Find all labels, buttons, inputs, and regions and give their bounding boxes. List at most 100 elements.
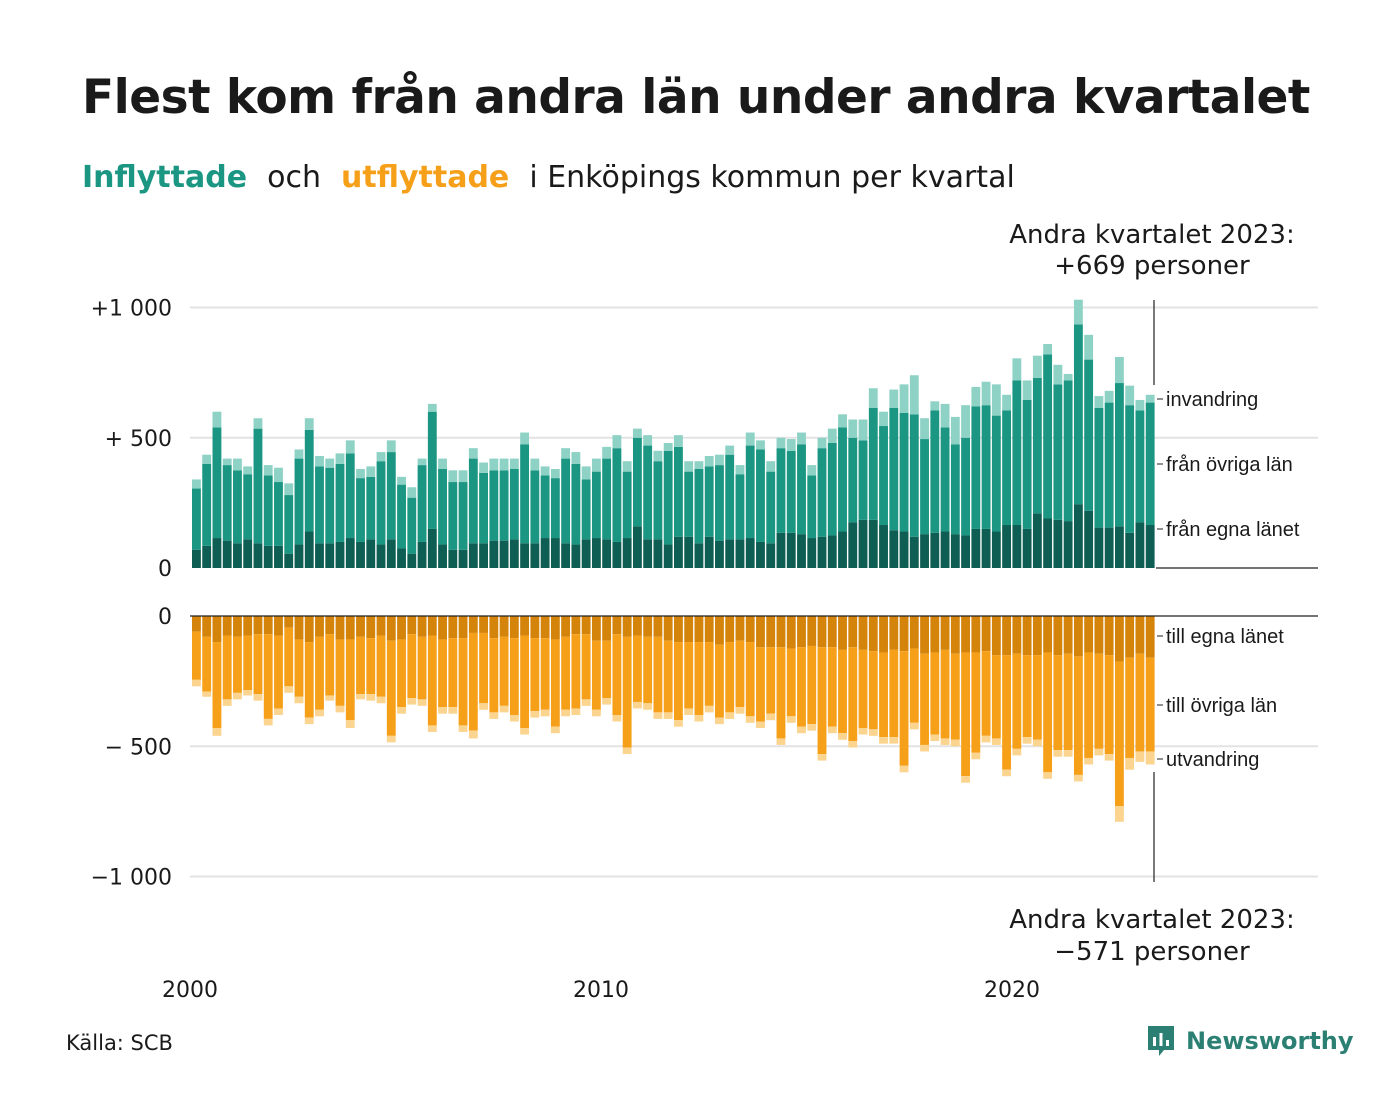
bar-in-own-county	[561, 543, 571, 568]
bar-out-own-county	[397, 616, 406, 640]
bar-in-other-counties	[192, 488, 201, 550]
bar-in-immigration	[1114, 356, 1124, 384]
bar-out-emigration	[1043, 772, 1053, 779]
bar-in-own-county	[212, 538, 222, 568]
bar-out-other-counties	[602, 640, 612, 699]
bar-in-other-counties	[212, 427, 222, 539]
annotation-in-line1: Andra kvartalet 2023:	[1009, 220, 1294, 250]
bar-in-own-county	[622, 538, 632, 568]
bar-in-immigration	[756, 440, 765, 450]
bar-in-immigration	[602, 446, 612, 459]
bar-in-other-counties	[345, 453, 355, 539]
bar-out-emigration	[417, 699, 427, 706]
bar-in-immigration	[704, 455, 714, 467]
bar-in-immigration	[1063, 373, 1073, 381]
bar-in-immigration	[684, 461, 694, 472]
bar-in-other-counties	[479, 472, 489, 544]
bar-in-immigration	[499, 458, 509, 471]
bar-out-emigration	[1032, 739, 1042, 747]
bar-in-immigration	[458, 470, 468, 483]
bar-out-emigration	[991, 738, 1001, 745]
bar-in-own-county	[540, 538, 550, 568]
bar-in-immigration	[930, 401, 940, 411]
bar-out-emigration	[253, 694, 263, 701]
bar-in-other-counties	[889, 407, 899, 531]
bar-in-other-counties	[448, 482, 458, 550]
bar-out-other-counties	[940, 649, 950, 739]
bar-in-other-counties	[899, 413, 909, 532]
bar-in-immigration	[653, 450, 663, 462]
bar-in-other-counties	[1002, 410, 1012, 526]
bar-in-other-counties	[274, 482, 283, 546]
bar-out-own-county	[715, 616, 724, 645]
bar-out-own-county	[366, 616, 376, 639]
bar-out-own-county	[325, 616, 335, 635]
bar-out-emigration	[499, 705, 509, 713]
annotation-in-line2: +669 personer	[1054, 251, 1250, 281]
bar-out-own-county	[602, 616, 612, 641]
bar-in-other-counties	[643, 445, 653, 540]
bar-out-own-county	[561, 616, 571, 637]
bar-in-immigration	[838, 414, 847, 428]
bar-in-own-county	[858, 519, 868, 568]
bar-out-own-county	[212, 616, 222, 643]
bar-in-immigration	[817, 437, 827, 449]
bar-in-other-counties	[202, 463, 212, 546]
bar-out-own-county	[981, 616, 991, 652]
bar-out-emigration	[274, 708, 283, 715]
bar-out-emigration	[561, 709, 571, 717]
bar-out-emigration	[386, 735, 396, 743]
bar-in-other-counties	[1135, 410, 1145, 523]
bar-out-emigration	[212, 728, 222, 736]
bar-out-own-county	[735, 616, 745, 641]
bar-out-emigration	[315, 709, 324, 717]
bar-out-other-counties	[653, 636, 663, 713]
bar-in-own-county	[376, 544, 386, 568]
bar-out-emigration	[704, 705, 714, 713]
bar-in-other-counties	[838, 427, 847, 532]
bar-out-emigration	[653, 712, 663, 719]
bar-out-emigration	[961, 776, 971, 783]
bar-out-other-counties	[1125, 657, 1135, 758]
bar-out-emigration	[356, 694, 365, 700]
bar-out-other-counties	[561, 636, 571, 710]
bar-in-immigration	[981, 381, 991, 406]
bar-out-other-counties	[540, 638, 550, 710]
bar-out-emigration	[284, 686, 294, 693]
bar-in-immigration	[1084, 334, 1094, 360]
bar-in-other-counties	[1145, 402, 1155, 526]
bar-in-immigration	[961, 405, 971, 438]
bar-in-other-counties	[550, 478, 560, 539]
bar-out-own-county	[540, 616, 550, 639]
bar-in-own-county	[1043, 518, 1053, 568]
bar-in-immigration	[233, 458, 242, 471]
bar-out-emigration	[1084, 757, 1094, 765]
bar-in-other-counties	[1114, 383, 1124, 527]
bar-in-other-counties	[756, 449, 765, 542]
bar-out-own-county	[427, 616, 437, 636]
bar-out-other-counties	[632, 635, 642, 702]
bar-out-other-counties	[263, 634, 273, 719]
bar-out-own-county	[838, 616, 847, 650]
bar-out-other-counties	[366, 638, 376, 695]
bar-out-own-county	[479, 616, 489, 633]
bar-in-other-counties	[233, 470, 242, 544]
bar-in-other-counties	[950, 444, 960, 535]
bar-out-own-county	[1063, 616, 1073, 654]
bar-in-other-counties	[622, 471, 632, 539]
bar-in-immigration	[520, 432, 530, 445]
bar-out-emigration	[684, 708, 694, 715]
bar-out-other-counties	[1053, 655, 1063, 751]
bar-out-own-county	[263, 616, 273, 635]
bar-out-emigration	[530, 711, 540, 718]
bar-in-own-county	[243, 539, 253, 568]
bar-in-other-counties	[315, 466, 324, 544]
bar-in-other-counties	[694, 469, 704, 544]
bar-in-immigration	[807, 465, 817, 476]
bar-out-other-counties	[684, 642, 694, 709]
bar-in-own-county	[663, 544, 673, 568]
bar-out-own-county	[817, 616, 827, 648]
bar-in-immigration	[1135, 399, 1145, 411]
bar-in-own-county	[571, 544, 581, 568]
